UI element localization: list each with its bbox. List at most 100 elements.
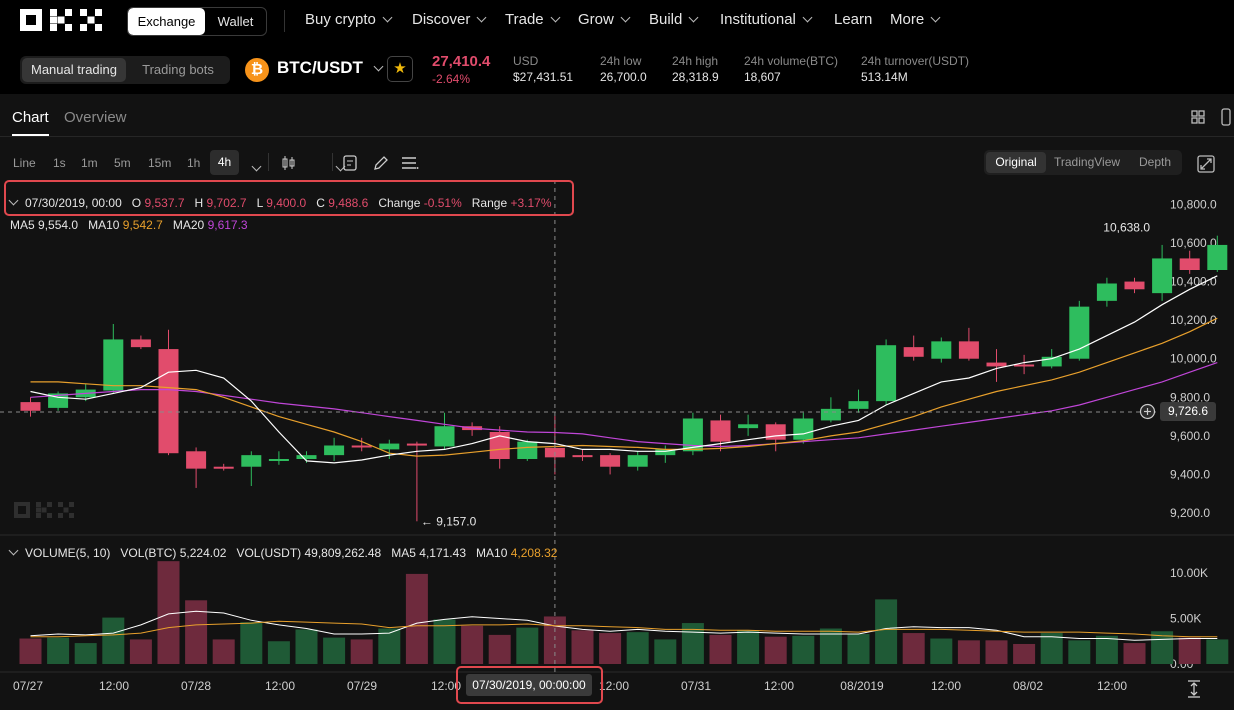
- nav-discover[interactable]: Discover: [412, 11, 487, 28]
- price-axis-label: 10,200.0: [1170, 313, 1217, 327]
- candlestick-type-icon[interactable]: [281, 155, 297, 171]
- interval-line[interactable]: Line: [13, 156, 36, 170]
- candle-body: [1014, 364, 1035, 367]
- candle-body: [517, 441, 538, 459]
- ticker-bar: Manual trading Trading bots ₿ BTC/USDT ★…: [0, 44, 1234, 94]
- ma20-line: [30, 362, 1218, 448]
- volume-bar: [764, 636, 787, 664]
- interval-1m[interactable]: 1m: [81, 156, 98, 170]
- price-axis-label: 9,800.0: [1170, 390, 1210, 404]
- okx-logo[interactable]: [20, 9, 102, 31]
- favorite-star-icon[interactable]: ★: [387, 56, 413, 82]
- view-original-tab[interactable]: Original: [986, 152, 1046, 173]
- price-axis-label: 9,200.0: [1170, 506, 1210, 520]
- volume-bar: [461, 625, 484, 664]
- nav-institutional[interactable]: Institutional: [720, 11, 813, 28]
- candle-body: [434, 426, 455, 447]
- wallet-toggle-button[interactable]: Wallet: [217, 14, 254, 29]
- pair-selector[interactable]: BTC/USDT: [277, 58, 384, 78]
- volume-ma5-line: [30, 610, 1218, 641]
- ohlc-open: 9,537.7: [144, 196, 185, 210]
- manual-trading-tab[interactable]: Manual trading: [22, 58, 126, 82]
- interval-15m[interactable]: 15m: [148, 156, 172, 170]
- trading-bots-tab[interactable]: Trading bots: [142, 62, 214, 77]
- grid-layout-icon[interactable]: [1191, 110, 1205, 124]
- chevron-down-icon: [802, 12, 813, 23]
- fullscreen-icon[interactable]: [1197, 155, 1215, 173]
- volume-legend: VOLUME(5, 10) VOL(BTC) 5,224.02 VOL(USDT…: [8, 545, 558, 560]
- collapse-chevron-icon[interactable]: [8, 545, 19, 556]
- candle-body: [268, 459, 289, 461]
- volume-bar: [240, 622, 263, 664]
- volume-bar: [323, 637, 346, 664]
- volume-bar: [1206, 639, 1229, 664]
- time-axis-label: 12:00: [764, 679, 794, 693]
- drawing-pencil-icon[interactable]: [373, 155, 389, 171]
- volume-bar: [709, 634, 732, 664]
- interval-1s[interactable]: 1s: [53, 156, 66, 170]
- volume-bar: [157, 561, 180, 664]
- volume-bar: [1040, 633, 1063, 664]
- volume-bar: [1013, 643, 1036, 664]
- price-change-percent: -2.64%: [432, 72, 471, 86]
- candle-body: [655, 449, 676, 456]
- interval-4h[interactable]: 4h: [210, 150, 239, 175]
- price-axis-label: 9,400.0: [1170, 467, 1210, 481]
- nav-more[interactable]: More: [890, 11, 941, 28]
- ohlc-high-label: H: [194, 196, 204, 210]
- interval-1h[interactable]: 1h: [187, 156, 201, 170]
- price-chart[interactable]: 10,800.0 10,600.0 10,400.0 10,200.0 10,000.0…: [0, 180, 1234, 710]
- nav-buy-crypto[interactable]: Buy crypto: [305, 11, 393, 28]
- candle-body: [103, 339, 124, 391]
- candle-body: [1096, 283, 1117, 301]
- ohlc-low-label: L: [256, 196, 263, 210]
- volume-bar: [74, 643, 97, 664]
- volume-bar: [295, 629, 318, 664]
- vol-ma10-label: MA10: [476, 546, 508, 560]
- volume-axis-label: 5.00K: [1170, 612, 1201, 626]
- axis-scale-icon[interactable]: [1187, 680, 1201, 698]
- toolbar-divider: [268, 153, 269, 171]
- stat-24h-volume-value: 18,607: [744, 70, 781, 84]
- candle-body: [1124, 281, 1145, 290]
- candle-body: [1041, 356, 1062, 367]
- nav-learn[interactable]: Learn: [834, 11, 872, 28]
- candle-body: [213, 466, 234, 469]
- view-depth-tab[interactable]: Depth: [1139, 155, 1172, 169]
- tab-overview[interactable]: Overview: [64, 109, 127, 126]
- ma-legend: MA5 9,554.0 MA10 9,542.7 MA20 9,617.3: [10, 218, 248, 232]
- volume-bar: [543, 616, 566, 664]
- indicators-icon[interactable]: [343, 155, 357, 171]
- chevron-down-icon: [476, 12, 487, 23]
- volume-bar: [212, 639, 235, 664]
- stat-24h-low-label: 24h low: [600, 54, 642, 68]
- vol-ma10-value: 4,208.32: [510, 546, 558, 560]
- vol-btc-value: 5,224.02: [179, 546, 227, 560]
- nav-grow[interactable]: Grow: [578, 11, 631, 28]
- volume-bar: [681, 623, 704, 664]
- settings-list-icon[interactable]: [401, 156, 419, 170]
- candle-body: [351, 445, 372, 448]
- candle-body: [986, 362, 1007, 367]
- candle-body: [379, 443, 400, 450]
- chevron-down-icon: [930, 12, 941, 23]
- volume-bar: [102, 617, 125, 664]
- volume-bar: [405, 573, 428, 664]
- ohlc-legend: 07/30/2019, 00:00 O 9,537.7 H 9,702.7 L …: [6, 195, 552, 210]
- nav-build[interactable]: Build: [649, 11, 699, 28]
- tab-chart[interactable]: Chart: [12, 109, 49, 136]
- volume-bar: [847, 633, 870, 664]
- nav-label: More: [890, 11, 925, 28]
- exchange-toggle-button[interactable]: Exchange: [128, 8, 205, 35]
- volume-bar: [19, 638, 42, 664]
- add-alert-plus-icon[interactable]: [1139, 403, 1156, 420]
- nav-trade[interactable]: Trade: [505, 11, 561, 28]
- view-tradingview-tab[interactable]: TradingView: [1054, 155, 1121, 169]
- crosshair-time-label: 07/30/2019, 00:00:00: [466, 674, 592, 696]
- chevron-down-icon: [688, 12, 699, 23]
- ohlc-high: 9,702.7: [206, 196, 247, 210]
- candle-body: [158, 349, 179, 454]
- volume-title: VOLUME(5, 10): [25, 546, 111, 560]
- interval-5m[interactable]: 5m: [114, 156, 131, 170]
- panel-scroll-icon[interactable]: [1220, 108, 1232, 126]
